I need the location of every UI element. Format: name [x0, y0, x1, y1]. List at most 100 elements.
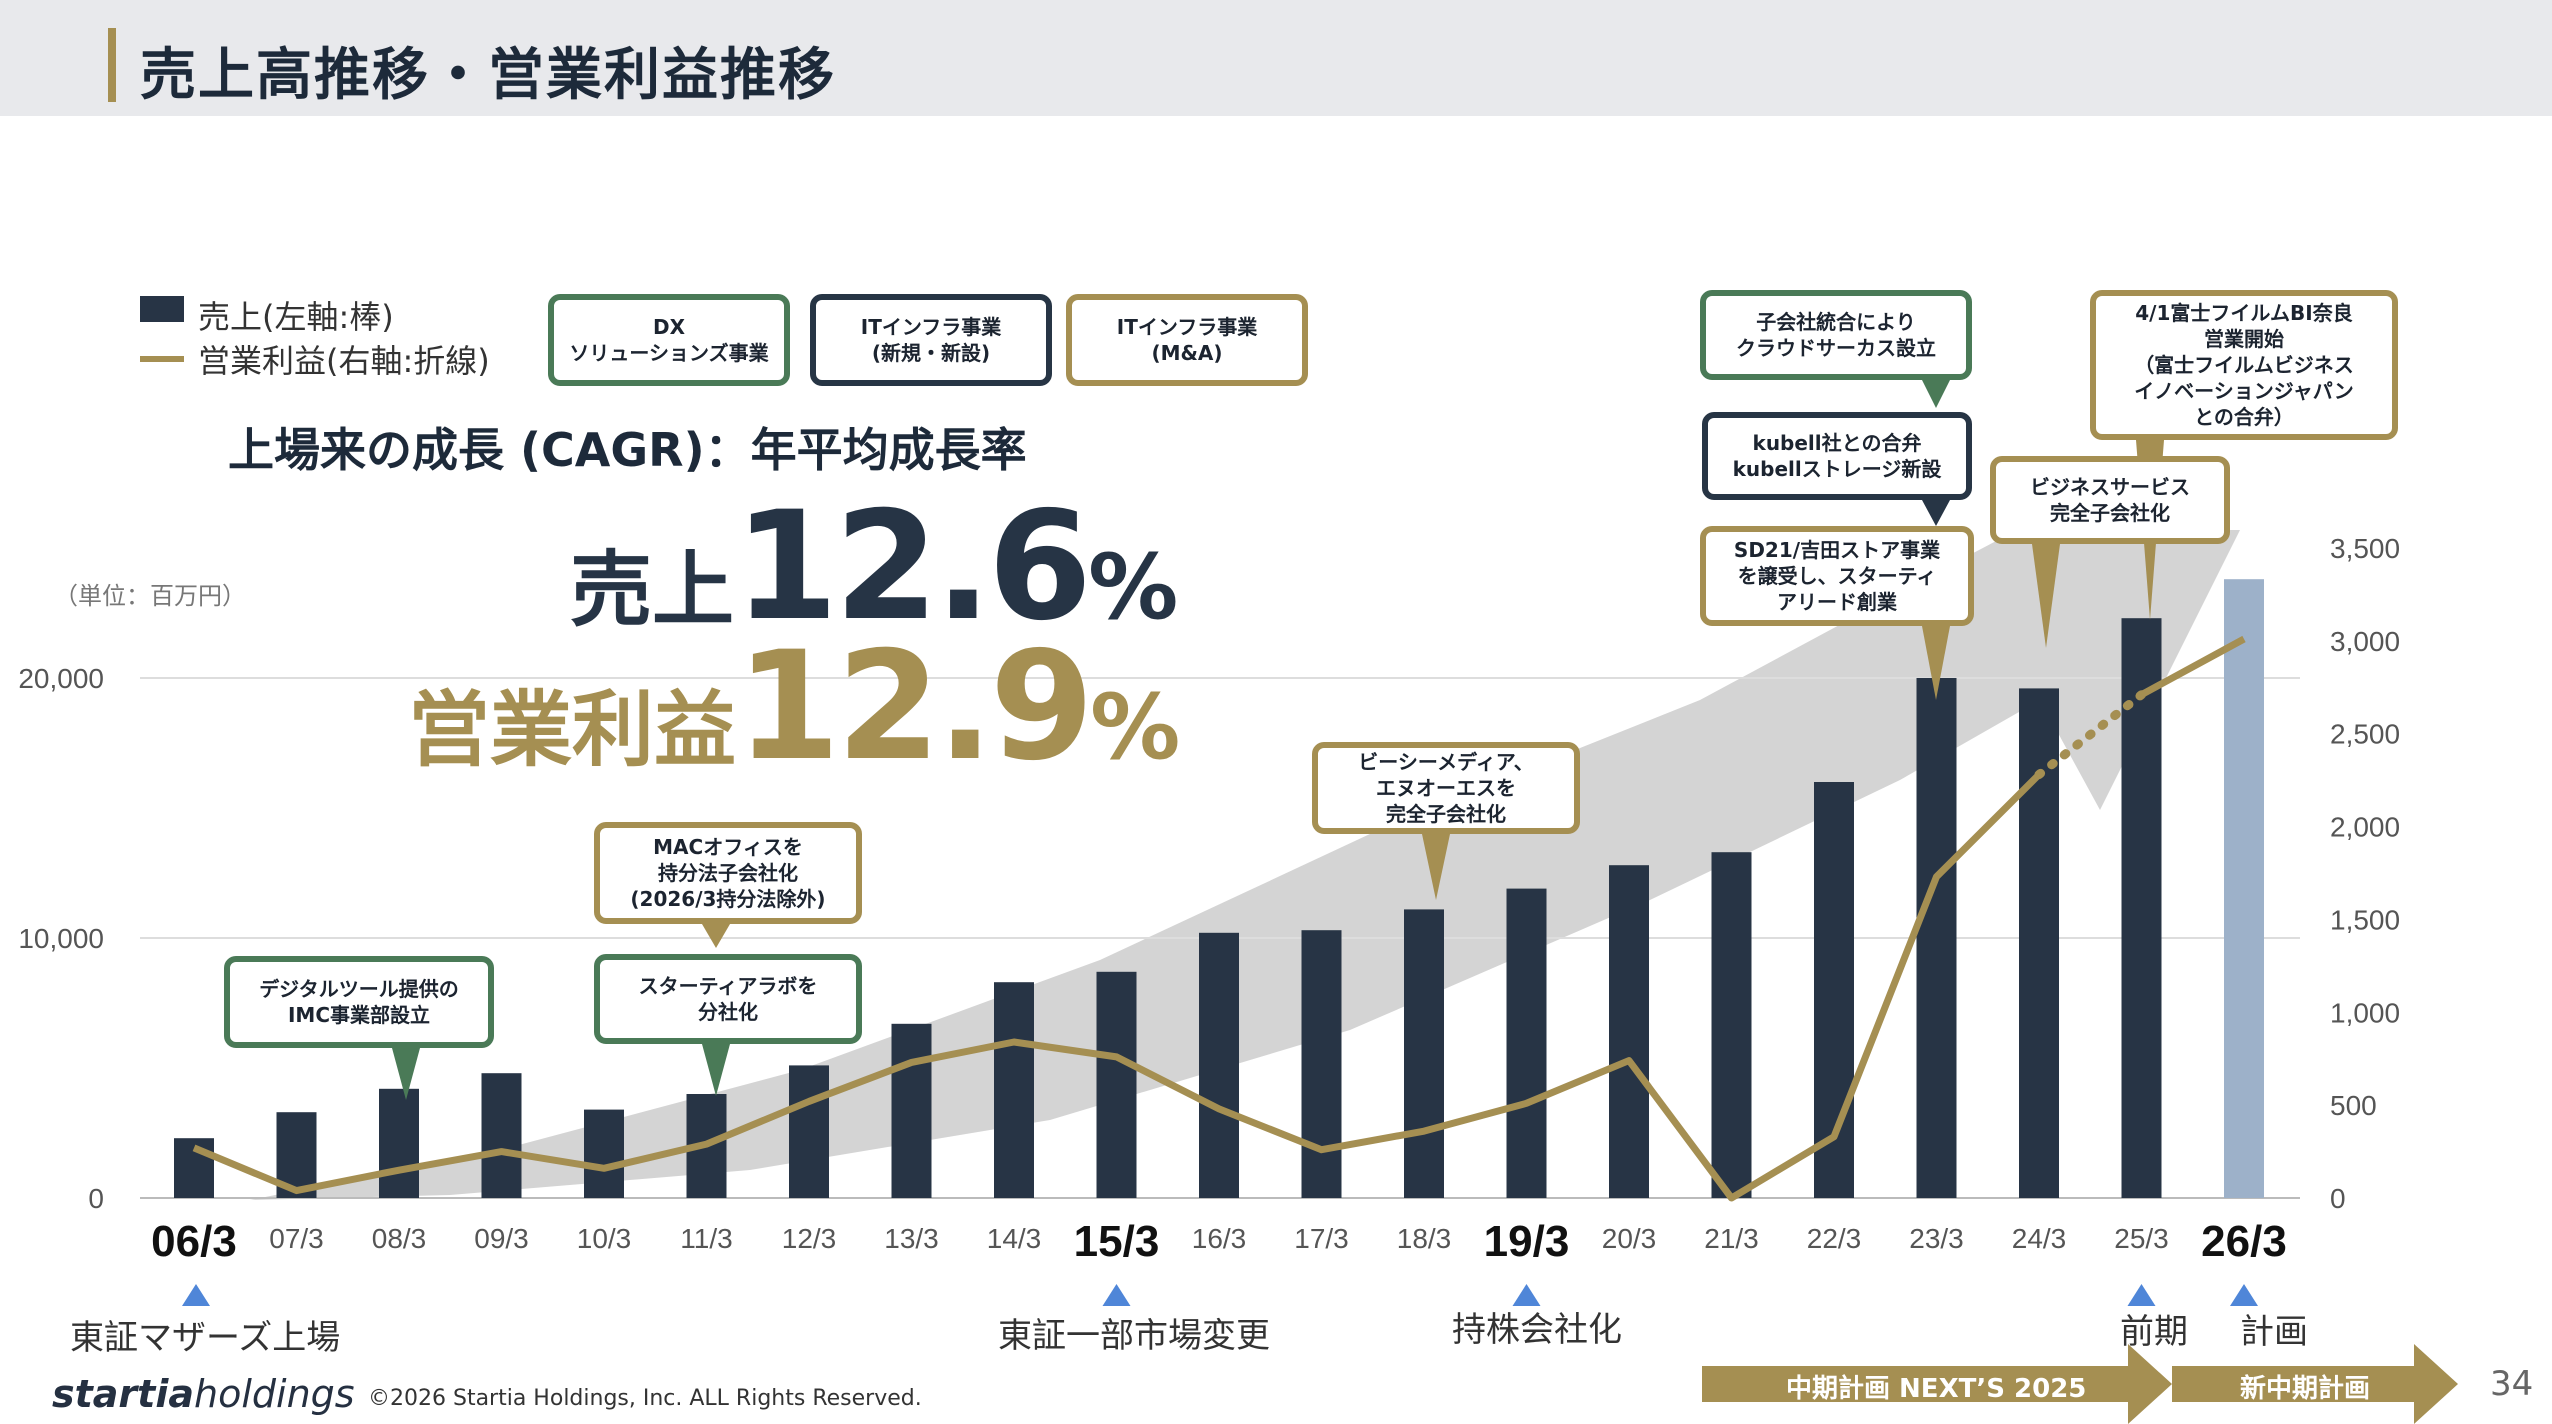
callout-bcm-pointer	[1422, 834, 1450, 900]
callout-sd21: SD21/吉田ストア事業 を譲受し、スターティ アリード創業	[1700, 526, 1974, 626]
x-tick-label: 12/3	[782, 1223, 837, 1254]
header: 売上高推移・営業利益推移	[0, 0, 2552, 116]
right-tick-label: 3,000	[2330, 626, 2400, 657]
sales-bar	[891, 1023, 932, 1198]
x-tick-label: 17/3	[1294, 1223, 1349, 1254]
milestone-first-section: 東証一部市場変更	[998, 1316, 1270, 1356]
operating-profit-projection	[2034, 690, 2146, 780]
legend-op-label: 営業利益(右軸:折線)	[198, 342, 490, 380]
left-tick-label: 10,000	[18, 923, 104, 954]
page-number: 34	[2490, 1364, 2534, 1404]
callout-biz: ビジネスサービス 完全子会社化	[1990, 456, 2230, 544]
sales-bar	[1916, 678, 1957, 1198]
x-tick-label: 23/3	[1909, 1223, 1964, 1254]
callout-biz-pointer	[2032, 544, 2060, 648]
x-tick-label: 26/3	[2201, 1217, 2287, 1266]
x-tick-label: 13/3	[884, 1223, 939, 1254]
new-plan-label: 新中期計画	[2240, 1374, 2371, 1404]
left-tick-label: 20,000	[18, 663, 104, 694]
callout-labo-pointer	[702, 1044, 730, 1096]
callout-imc: デジタルツール提供の IMC事業部設立	[224, 956, 494, 1048]
left-tick-label: 0	[88, 1183, 104, 1214]
x-tick-label: 11/3	[680, 1223, 732, 1254]
sales-bar	[174, 1138, 214, 1198]
unit-label: （単位：百万円）	[54, 582, 246, 610]
header-accent-bar	[108, 28, 116, 102]
cagr-sales: 売上12.6%	[570, 480, 1178, 654]
milestone-holding: 持株会社化	[1452, 1310, 1622, 1350]
operating-profit-plan-line	[2139, 635, 2246, 698]
sales-bar	[481, 1073, 522, 1198]
callout-cloud: 子会社統合により クラウドサーカス設立	[1700, 290, 1972, 380]
x-tick-label: 09/3	[474, 1223, 529, 1254]
cagr-op-value: 12.9	[736, 620, 1094, 794]
sales-bar	[1301, 930, 1342, 1198]
right-tick-label: 0	[2330, 1183, 2346, 1214]
right-tick-label: 3,500	[2330, 533, 2400, 564]
milestone-previous: 前期	[2120, 1312, 2188, 1352]
x-tick-label: 19/3	[1484, 1217, 1570, 1266]
cagr-sales-value: 12.6	[734, 480, 1092, 654]
x-tick-label: 25/3	[2114, 1223, 2169, 1254]
sales-bar	[2224, 579, 2264, 1198]
sales-bar	[1711, 852, 1752, 1198]
copyright: ©2026 Startia Holdings, Inc. ALL Rights …	[368, 1386, 922, 1411]
callout-mac: MACオフィスを 持分法子会社化 (2026/3持分法除外)	[594, 822, 862, 924]
x-tick-label: 10/3	[577, 1223, 632, 1254]
cagr-op-pct: %	[1090, 675, 1181, 780]
segment-it-ma: ITインフラ事業 (M&A)	[1066, 294, 1308, 386]
sales-bar	[1096, 971, 1137, 1198]
legend-op	[140, 356, 184, 362]
right-tick-label: 1,500	[2330, 904, 2400, 935]
x-tick-label: 22/3	[1807, 1223, 1862, 1254]
logo-main: startia	[52, 1372, 194, 1416]
cagr-op: 営業利益12.9%	[408, 620, 1180, 794]
sales-bar	[2121, 618, 2162, 1198]
page-title: 売上高推移・営業利益推移	[140, 43, 836, 108]
callout-fuji: 4/1富士フイルムBI奈良 営業開始 （富士フイルムビジネス イノベーションジャ…	[2090, 290, 2398, 440]
sales-bar	[994, 982, 1034, 1198]
callout-imc-pointer	[392, 1048, 420, 1100]
sales-bar	[584, 1109, 624, 1198]
milestone-listing: 東証マザーズ上場	[70, 1318, 341, 1358]
callout-cloud-pointer	[1922, 380, 1950, 408]
right-tick-label: 500	[2330, 1090, 2377, 1121]
company-logo: startiaholdings	[52, 1372, 355, 1416]
cagr-sales-label: 売上	[570, 543, 735, 638]
milestone-triangle	[2127, 1284, 2156, 1306]
x-tick-label: 20/3	[1602, 1223, 1657, 1254]
x-tick-label: 15/3	[1074, 1217, 1160, 1266]
logo-sub: holdings	[194, 1372, 355, 1416]
segment-it-new: ITインフラ事業 (新規・新設)	[810, 294, 1052, 386]
segment-dx: DX ソリューションズ事業	[548, 294, 790, 386]
milestone-triangle	[1102, 1284, 1131, 1306]
callout-sd21-pointer	[1922, 626, 1950, 700]
sales-bar	[1506, 888, 1547, 1198]
sales-bar	[1609, 865, 1649, 1198]
milestone-triangle	[2230, 1284, 2258, 1306]
sales-bar	[789, 1065, 829, 1198]
mid-plan-label: 中期計画 NEXT’S 2025	[1786, 1374, 2087, 1404]
callout-kubell-pointer	[1922, 500, 1950, 526]
legend-sales-label: 売上(左軸:棒)	[198, 298, 394, 336]
callout-mac-pointer	[702, 924, 730, 948]
milestone-plan: 計画	[2240, 1312, 2308, 1352]
right-tick-label: 2,000	[2330, 812, 2400, 843]
callout-labo: スターティアラボを 分社化	[594, 954, 862, 1044]
sales-bar	[1404, 909, 1444, 1198]
milestone-triangle	[182, 1284, 210, 1306]
x-tick-label: 24/3	[2012, 1223, 2067, 1254]
x-tick-label: 21/3	[1704, 1223, 1759, 1254]
callout-kubell: kubell社との合弁 kubellストレージ新設	[1702, 412, 1972, 500]
x-tick-label: 06/3	[151, 1217, 237, 1266]
milestone-triangle	[1512, 1284, 1541, 1306]
cagr-heading: 上場来の成長 (CAGR)：年平均成長率	[228, 423, 1027, 477]
x-tick-label: 18/3	[1397, 1223, 1452, 1254]
x-tick-label: 08/3	[372, 1223, 427, 1254]
cagr-op-label: 営業利益	[408, 683, 737, 778]
sales-bar	[1199, 932, 1239, 1198]
x-tick-label: 14/3	[987, 1223, 1042, 1254]
cagr-sales-pct: %	[1088, 535, 1179, 640]
operating-profit-line	[192, 772, 2042, 1202]
